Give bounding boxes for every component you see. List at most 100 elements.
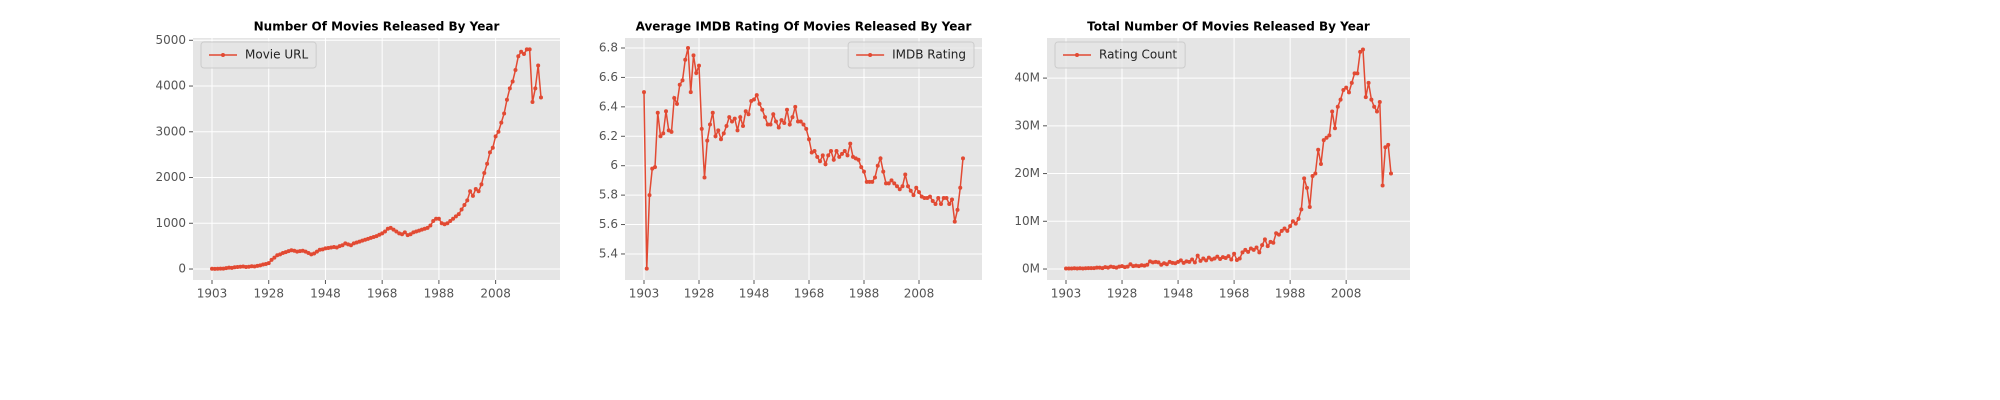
data-point	[445, 221, 450, 226]
data-point	[1386, 142, 1391, 147]
data-point	[933, 201, 938, 206]
data-point	[884, 181, 888, 186]
y-tick-label: 4000	[155, 79, 186, 93]
x-tick-label: 1928	[253, 287, 284, 301]
data-point	[1226, 254, 1231, 259]
legend-box	[847, 41, 975, 69]
data-point	[842, 148, 847, 153]
data-point	[881, 169, 886, 174]
x-tick-label: 2008	[480, 287, 511, 301]
data-point	[721, 131, 726, 136]
x-tick-label: 1988	[424, 287, 455, 301]
data-point	[1279, 228, 1284, 233]
data-point	[961, 156, 965, 161]
data-point	[1240, 250, 1245, 255]
legend-box	[1054, 41, 1186, 69]
data-point	[867, 179, 872, 184]
x-tick-label: 1968	[367, 287, 398, 301]
data-point	[939, 201, 943, 206]
data-point	[1178, 258, 1183, 263]
data-point	[479, 182, 484, 187]
data-point	[705, 138, 710, 143]
data-point	[1324, 135, 1329, 140]
data-point	[1282, 226, 1287, 231]
x-tick-label: 1903	[197, 287, 228, 301]
data-point	[1265, 244, 1270, 249]
data-point	[527, 47, 532, 52]
data-point	[834, 148, 839, 153]
y-tick-label: 5.4	[599, 246, 618, 260]
data-point	[798, 119, 803, 124]
data-point	[470, 193, 475, 198]
y-tick-label: 6	[610, 158, 618, 172]
y-tick-label: 20M	[1014, 166, 1040, 180]
data-point	[1299, 207, 1304, 212]
data-point	[521, 52, 526, 57]
data-point	[1377, 99, 1382, 104]
x-tick-label: 1948	[1163, 287, 1194, 301]
data-point	[1187, 259, 1192, 264]
data-point	[908, 188, 913, 193]
data-point	[1330, 109, 1335, 114]
data-point	[1271, 240, 1276, 245]
data-point	[950, 197, 954, 202]
data-point	[502, 111, 507, 116]
data-point	[507, 86, 512, 91]
data-point	[658, 134, 663, 139]
data-point	[1094, 265, 1099, 270]
data-point	[1128, 262, 1133, 267]
data-point	[473, 186, 478, 191]
data-point	[1327, 133, 1332, 138]
data-point	[873, 175, 877, 180]
data-point	[1198, 258, 1203, 263]
data-point	[1372, 104, 1377, 109]
data-point	[713, 134, 718, 139]
data-point	[831, 157, 836, 162]
data-point	[735, 128, 740, 133]
data-point	[1383, 145, 1388, 150]
data-point	[1260, 243, 1265, 248]
data-point	[1369, 97, 1374, 102]
data-point	[436, 216, 441, 221]
data-point	[490, 145, 495, 150]
chart-title: Number Of Movies Released By Year	[254, 20, 500, 34]
data-point	[1204, 258, 1209, 263]
data-point	[754, 93, 759, 98]
data-point	[941, 196, 946, 201]
data-point	[448, 218, 453, 223]
data-point	[539, 95, 543, 100]
data-point	[829, 148, 833, 153]
data-point	[763, 115, 767, 120]
data-point	[1360, 47, 1365, 52]
data-point	[1335, 104, 1340, 109]
data-point	[476, 189, 481, 194]
data-point	[694, 71, 699, 76]
data-point	[380, 231, 385, 236]
data-point	[889, 178, 894, 183]
data-point	[812, 148, 817, 153]
data-point	[1254, 245, 1259, 250]
data-point	[796, 119, 800, 124]
data-point	[878, 156, 883, 161]
y-tick-label: 5.6	[599, 217, 618, 231]
data-point	[210, 266, 214, 271]
data-point	[787, 122, 792, 127]
data-point	[1192, 260, 1197, 265]
data-point	[738, 115, 743, 120]
data-point	[790, 115, 795, 120]
data-point	[1223, 256, 1228, 261]
data-point	[947, 201, 952, 206]
y-tick-label: 6.8	[599, 41, 618, 55]
data-point	[1195, 253, 1200, 258]
data-point	[348, 243, 353, 248]
data-point	[716, 128, 721, 133]
data-point	[1338, 97, 1343, 102]
y-tick-label: 6.6	[599, 70, 618, 84]
data-point	[1344, 85, 1349, 90]
legend: Rating Count	[1054, 41, 1186, 69]
data-point	[465, 198, 470, 203]
legend-marker	[868, 53, 873, 57]
data-point	[1201, 256, 1206, 261]
data-point	[675, 101, 679, 106]
legend-marker	[221, 53, 225, 57]
